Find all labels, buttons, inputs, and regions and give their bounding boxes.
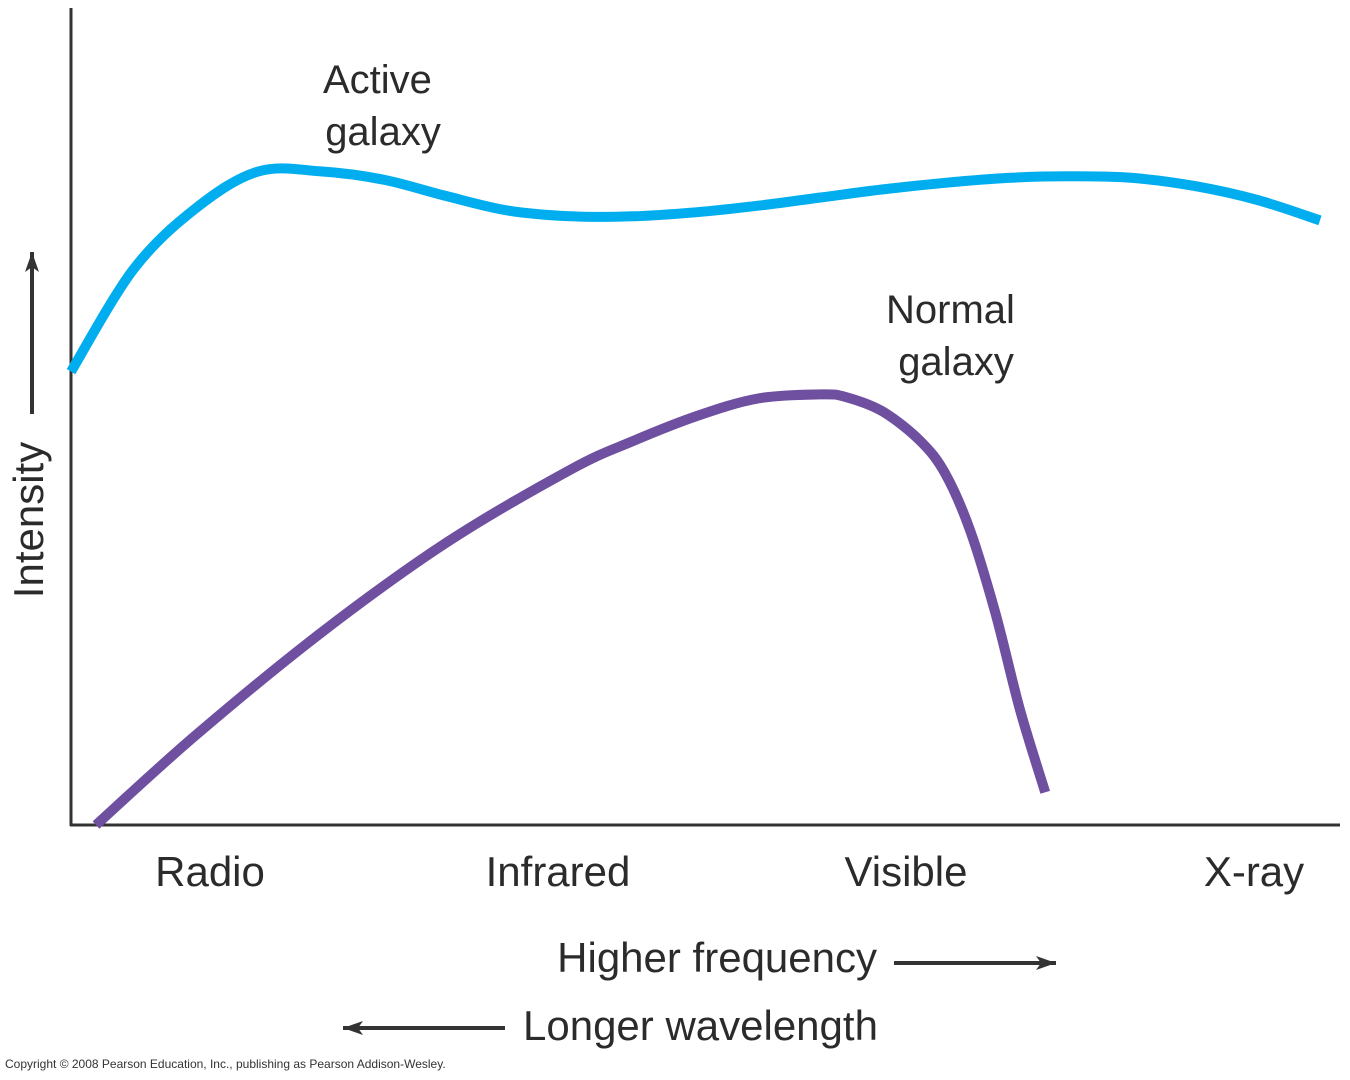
normal-galaxy-label-line-1: Normal xyxy=(886,288,1015,332)
x-axis-label-wavelength: Longer wavelength xyxy=(523,1002,878,1049)
normal-galaxy-label: Normal galaxy xyxy=(886,288,1026,384)
x-tick-label-xray: X-ray xyxy=(1204,848,1304,895)
normal-galaxy-line xyxy=(92,389,1050,829)
active-galaxy-label: Active galaxy xyxy=(323,58,443,154)
active-galaxy-line xyxy=(66,163,1322,375)
copyright-notice: Copyright © 2008 Pearson Education, Inc.… xyxy=(5,1057,446,1071)
active-galaxy-label-line-2: galaxy xyxy=(325,110,441,154)
x-tick-label-radio: Radio xyxy=(155,848,265,895)
active-galaxy-label-line-1: Active xyxy=(323,58,432,102)
x-axis-label-frequency: Higher frequency xyxy=(557,934,877,981)
x-tick-label-visible: Visible xyxy=(845,848,968,895)
x-tick-label-infrared: Infrared xyxy=(486,848,631,895)
y-axis-label: Intensity xyxy=(5,442,52,598)
normal-galaxy-label-line-2: galaxy xyxy=(898,340,1014,384)
